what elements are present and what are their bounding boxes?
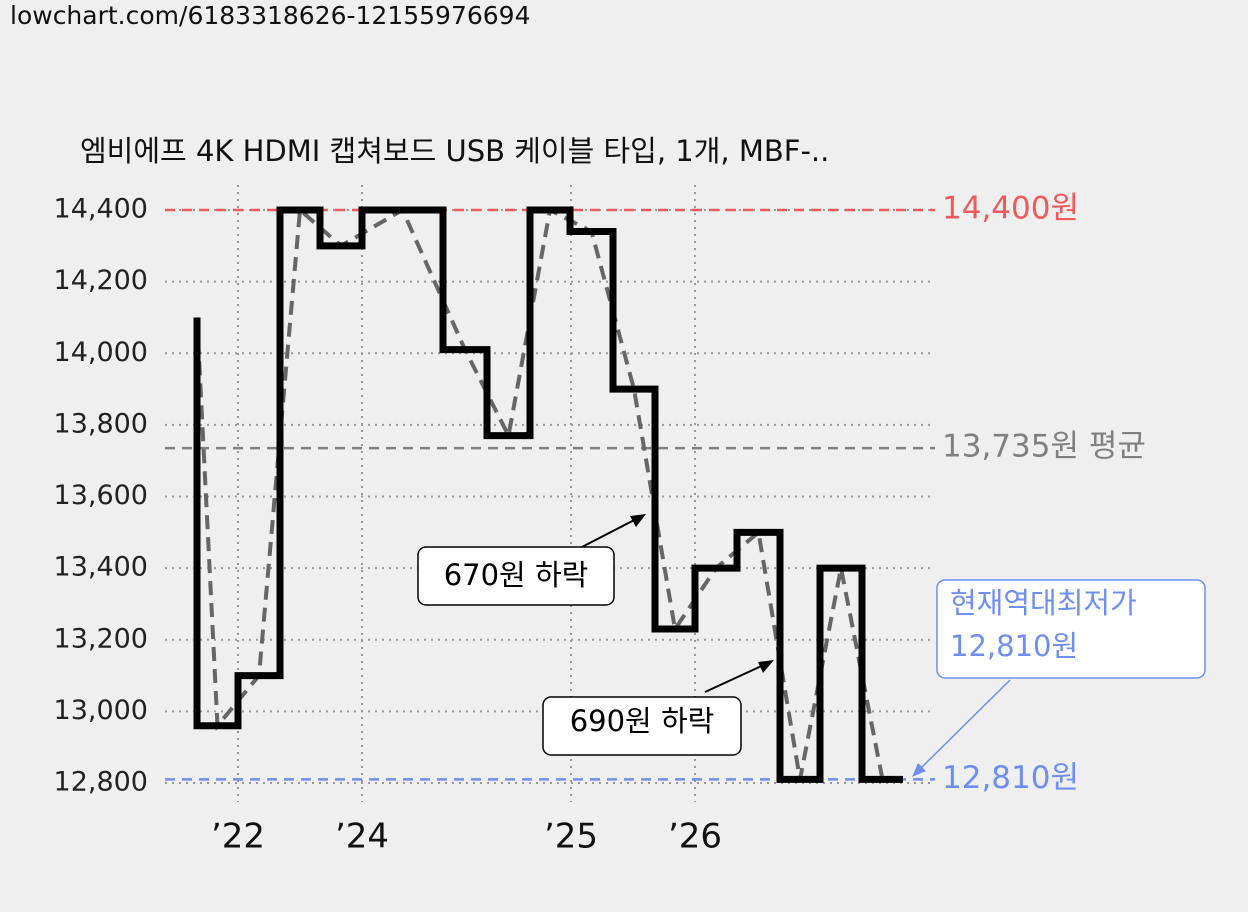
arrow-head (912, 763, 926, 777)
reference-label: 13,735원 평균 (942, 429, 1146, 465)
y-tick-label: 13,200 (54, 623, 148, 654)
current-low-box (936, 579, 1206, 679)
y-tick-label: 13,400 (54, 552, 148, 583)
plot (193, 205, 903, 783)
y-tick-label: 13,800 (54, 408, 148, 439)
arrow (704, 662, 769, 693)
current-low-text: 현재역대최저가 (950, 586, 1137, 620)
price-line (193, 206, 903, 783)
x-tick-label: ’22 (211, 817, 265, 857)
arrow (917, 679, 1011, 772)
y-tick-label: 12,800 (54, 767, 148, 798)
current-low: 현재역대최저가 12,810원 (912, 579, 1206, 777)
annotation-box (542, 696, 742, 756)
y-tick-label: 14,200 (54, 265, 148, 296)
y-tick-label: 13,000 (54, 695, 148, 726)
reference-label: 12,810원 (942, 760, 1079, 796)
x-tick-label: ’24 (335, 817, 389, 857)
x-tick-label: ’25 (544, 817, 598, 857)
x-tick-label: ’26 (668, 817, 722, 857)
grid: 12,800 13,000 13,200 13,400 13,600 13,800 14,0… (54, 185, 935, 857)
annotation: 670원 하락 (417, 514, 646, 606)
arrow-head (758, 660, 774, 673)
reference-label: 14,400원 (942, 191, 1079, 227)
chart-title: 엠비에프 4K HDMI 캡쳐보드 USB 케이블 타입, 1개, MBF-.. (80, 134, 829, 168)
y-tick-label: 14,400 (54, 194, 148, 225)
y-tick-label: 14,000 (54, 337, 148, 368)
annotation-text: 670원 하락 (444, 558, 589, 592)
annotation: 690원 하락 (542, 660, 774, 756)
url: lowchart.com/6183318626-12155976694 (10, 1, 530, 30)
annotation-text: 690원 하락 (570, 704, 715, 738)
annotation-box (417, 546, 615, 606)
y-tick-label: 13,600 (54, 480, 148, 511)
current-low-text: 12,810원 (950, 629, 1078, 663)
arrow-head (630, 514, 646, 527)
arrow (579, 516, 641, 549)
